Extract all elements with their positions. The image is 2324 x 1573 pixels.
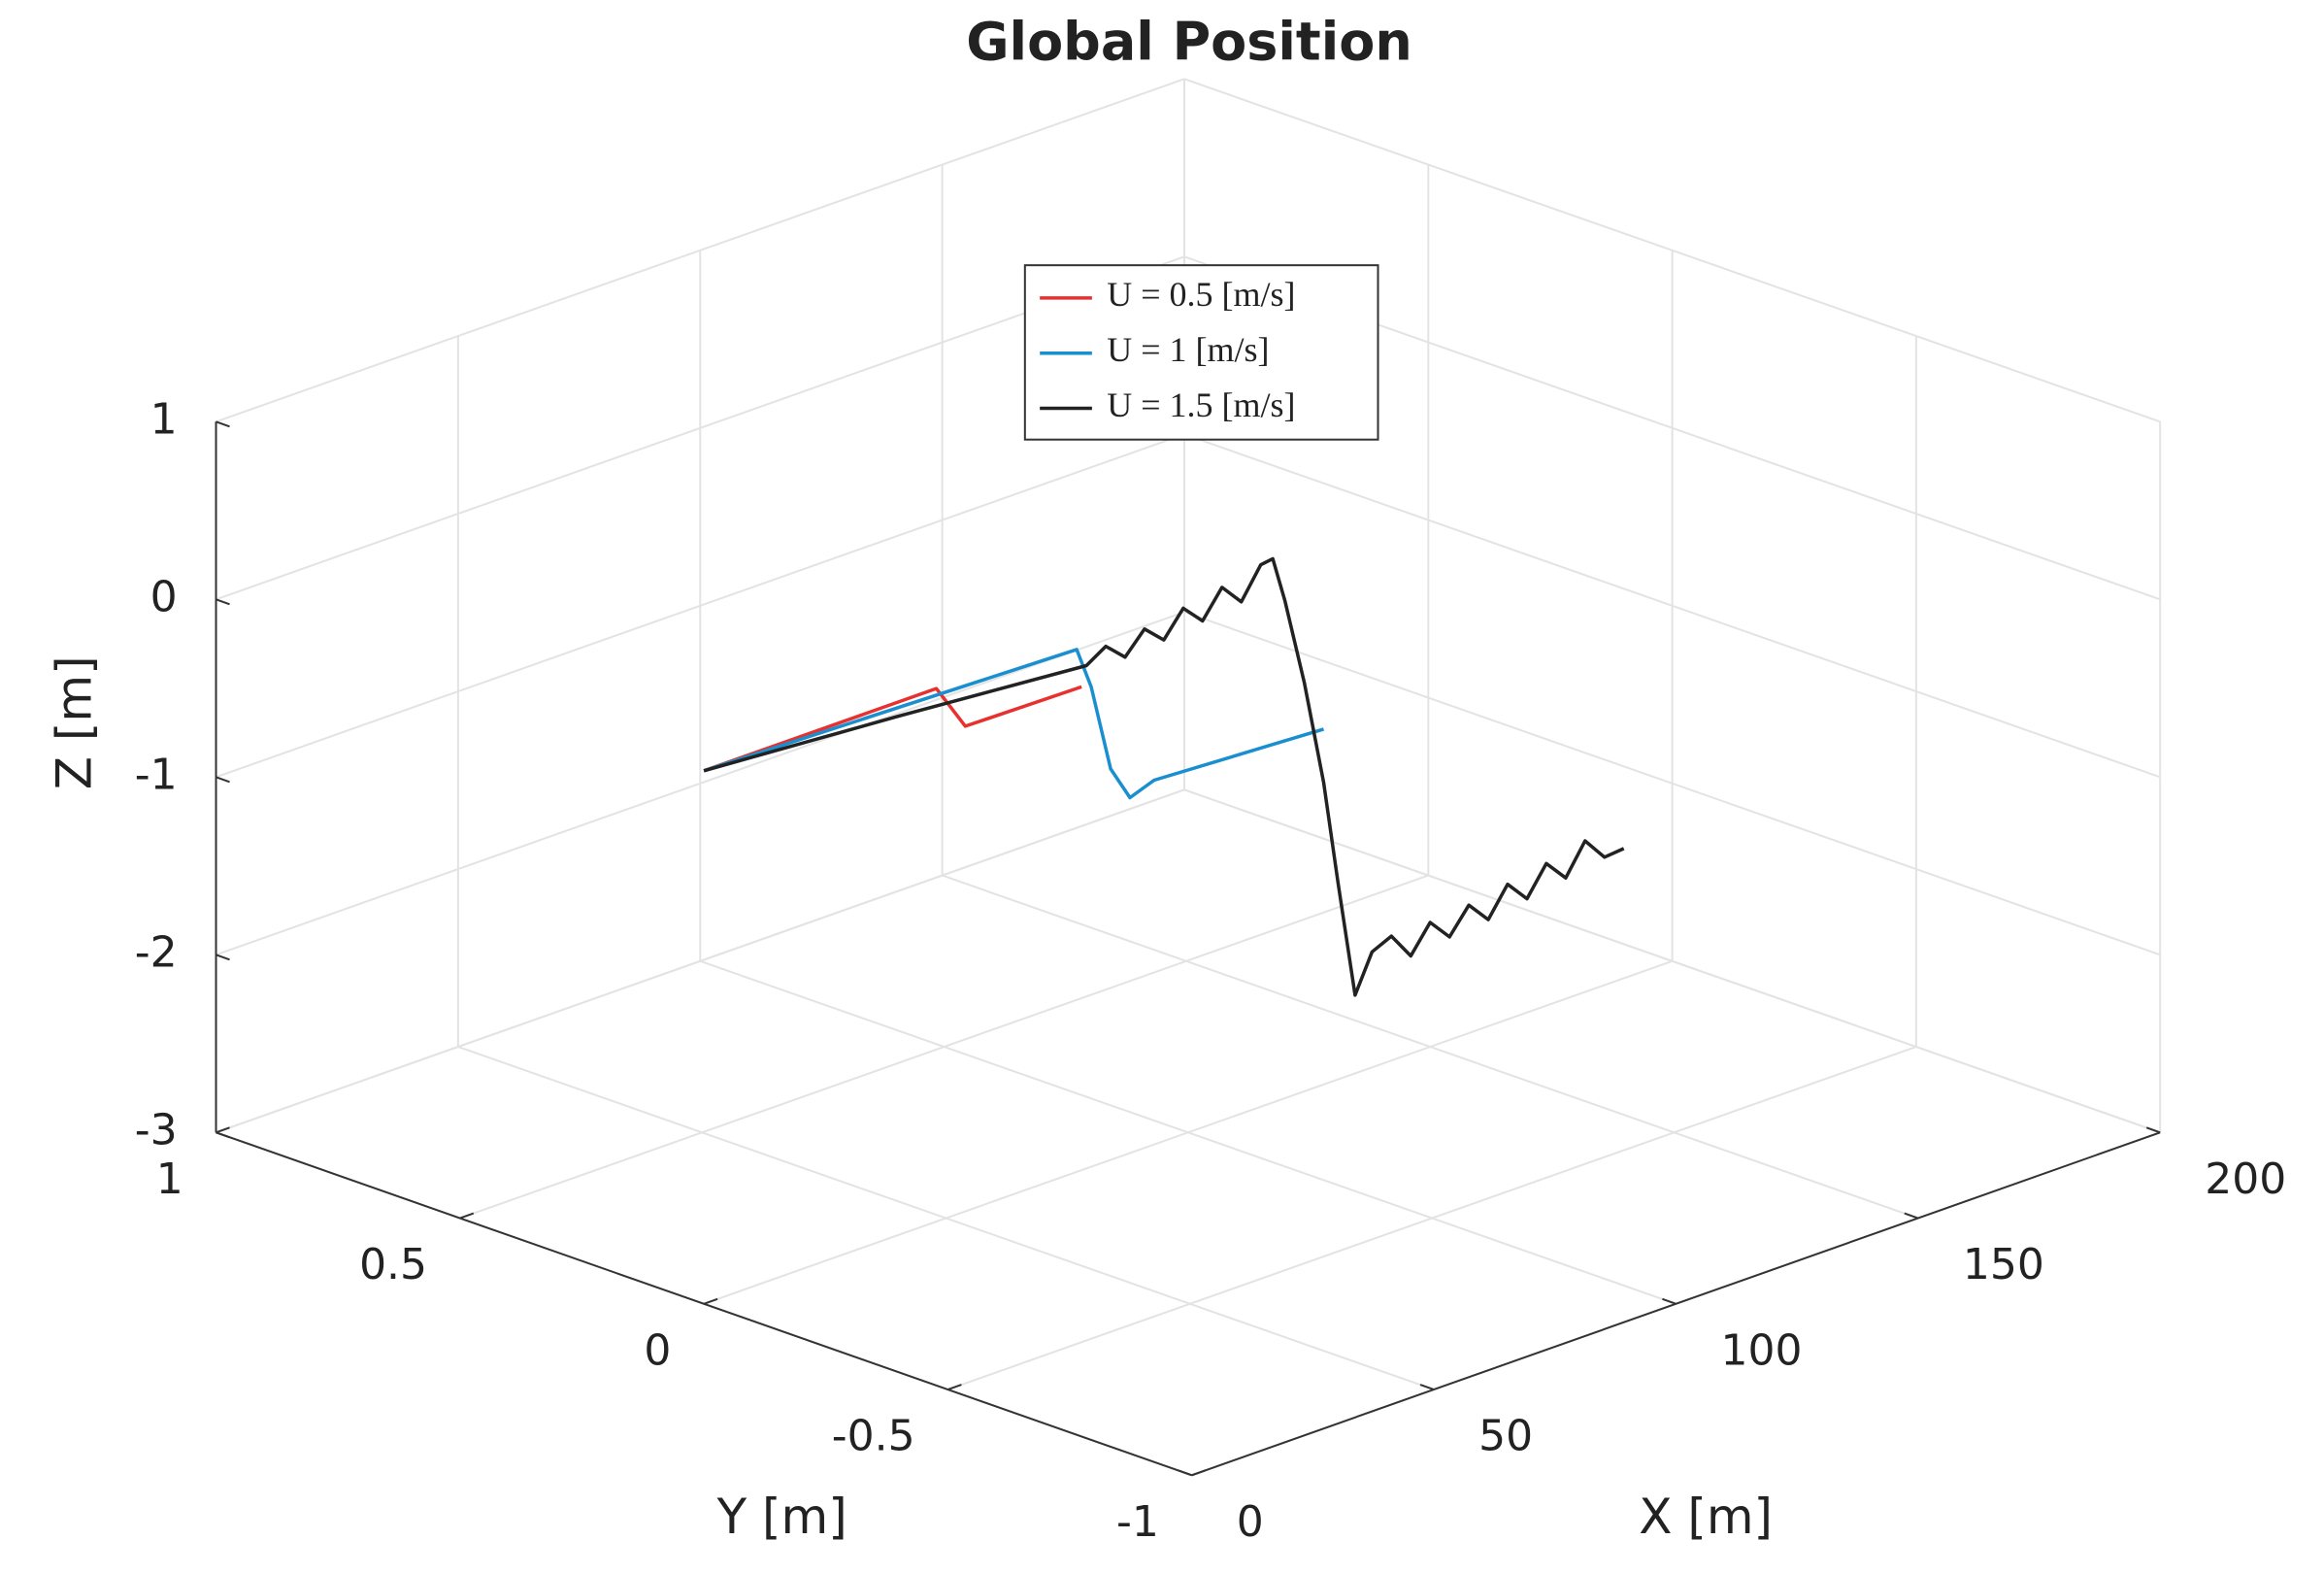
z-tick — [216, 1131, 230, 1139]
x-tick — [2145, 1126, 2161, 1134]
legend-label: U = 1.5 [m/s] — [1107, 385, 1295, 424]
x-tick-label: 150 — [1963, 1240, 2044, 1289]
x-tick-label: 100 — [1720, 1325, 1802, 1375]
y-tick — [703, 1297, 718, 1305]
z-tick-label: 1 — [150, 394, 178, 444]
legend-label: U = 0.5 [m/s] — [1107, 275, 1295, 314]
grid-line — [459, 874, 1429, 1220]
grid-line — [1183, 433, 2161, 779]
data-line — [703, 556, 1625, 997]
x-axis-label: X [m] — [1639, 1489, 1773, 1545]
z-tick — [216, 776, 230, 784]
grid-line — [1183, 78, 2161, 423]
z-tick — [216, 954, 230, 961]
y-tick — [216, 1126, 230, 1134]
y-axis — [216, 1131, 1193, 1477]
y-tick-label: 0 — [644, 1325, 671, 1375]
z-tick — [216, 598, 230, 606]
x-tick-label: 50 — [1478, 1412, 1533, 1461]
y-tick-label: 0.5 — [359, 1240, 427, 1289]
z-tick-label: -2 — [135, 927, 178, 977]
chart-title: Global Position — [966, 12, 1412, 73]
x-tick — [1178, 1469, 1193, 1477]
y-tick-label: -1 — [1116, 1497, 1159, 1547]
grid-line — [216, 255, 1185, 601]
y-tick — [1191, 1469, 1207, 1477]
legend-label: U = 1 [m/s] — [1107, 330, 1269, 369]
y-tick — [947, 1384, 962, 1390]
z-axis-label: Z [m] — [46, 655, 102, 789]
z-tick-label: 0 — [150, 572, 178, 621]
grid-line — [947, 1046, 1917, 1390]
grid-line — [216, 78, 1185, 423]
x-tick — [1904, 1212, 1919, 1220]
grid-line — [216, 433, 1185, 779]
grid-line — [216, 611, 1185, 956]
grid-line — [1183, 788, 2161, 1134]
x-tick-label: 200 — [2205, 1155, 2286, 1204]
x-tick — [1419, 1384, 1435, 1390]
y-tick — [459, 1212, 475, 1220]
data-line — [703, 685, 1082, 773]
y-tick-label: 1 — [156, 1155, 183, 1204]
x-tick-label: 0 — [1237, 1497, 1264, 1547]
x-axis — [1191, 1131, 2161, 1477]
z-tick-label: -1 — [135, 750, 178, 799]
x-tick — [1662, 1297, 1677, 1305]
z-tick — [216, 420, 230, 428]
z-tick-label: -3 — [135, 1105, 178, 1155]
y-axis-label: Y [m] — [716, 1489, 847, 1545]
grid-line — [216, 788, 1185, 1134]
y-tick-label: -0.5 — [832, 1412, 915, 1461]
data-line — [703, 648, 1325, 800]
grid-line — [1183, 611, 2161, 956]
grid-line — [703, 959, 1673, 1305]
